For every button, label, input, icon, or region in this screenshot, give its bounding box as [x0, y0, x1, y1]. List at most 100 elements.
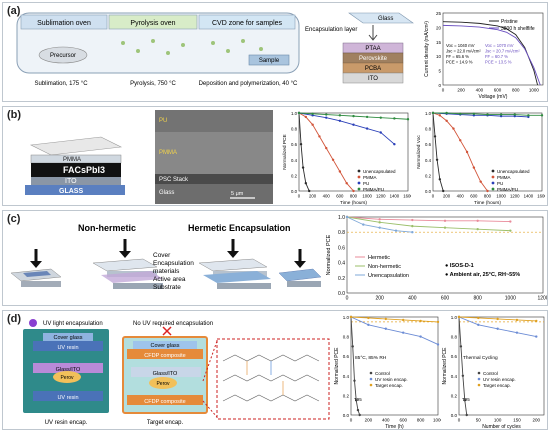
y-tick-label: 1.0 [343, 315, 350, 320]
x-tick-label: 800 [484, 194, 492, 199]
x-tick-label: 0 [298, 194, 301, 199]
data-point [301, 166, 305, 169]
legend-entry: Unencapsulation [368, 273, 409, 279]
molecular-structure-icon [222, 354, 320, 402]
series-line [442, 21, 538, 86]
stat-text: PCE = 13.5 % [485, 60, 512, 65]
data-point [515, 318, 519, 322]
series-line [432, 112, 529, 118]
data-point [384, 327, 387, 330]
data-point [311, 123, 314, 126]
y-tick-label: 0 [438, 83, 441, 88]
x-tick-label: 200 [309, 194, 317, 199]
data-point [352, 123, 355, 126]
caption-1: Sublimation, 175 °C [34, 81, 88, 87]
x-tick-label: 0 [458, 418, 461, 423]
data-point [356, 408, 360, 412]
stack-layer: PMMA [63, 157, 81, 163]
legend-entry: Unencapsulated [363, 169, 396, 174]
note-text: ● ISOS-D-1 [445, 263, 474, 269]
encapsulation-schematic: Non-hermetic Hermetic Encapsulation Cove… [10, 223, 322, 291]
legend-marker [477, 383, 481, 387]
data-point [378, 218, 381, 221]
glass-label: Glass [378, 16, 393, 22]
sample-icon [248, 54, 290, 66]
x-tick-label: 200 [365, 418, 373, 423]
x-tick-label: 0 [350, 418, 353, 423]
panel-b: (b) PMMA FACsPbI3 ITO GLASS PU PMMA PSC … [2, 106, 548, 206]
data-point [445, 119, 448, 122]
legend-entry: PMMA [497, 175, 511, 180]
panel-a-figure: Sublimation oven Pyrolysis oven CVD zone… [16, 12, 414, 87]
legend-entry: Control [483, 371, 498, 376]
uv-title: UV light encapsulation [43, 321, 103, 327]
y-tick-label: 25 [436, 11, 442, 16]
x-tick-label: 1000 [433, 418, 441, 423]
y-tick-label: 0.8 [343, 335, 350, 340]
x-tick-label: 1000 [362, 194, 372, 199]
data-point [394, 229, 398, 232]
data-point [438, 114, 442, 117]
x-tick-label: 1000 [529, 88, 540, 93]
data-point [419, 319, 422, 323]
y-tick-label: 0.0 [425, 189, 432, 194]
data-point [393, 143, 396, 146]
data-point [431, 111, 435, 115]
legend-entry: PMMA/PU [363, 187, 384, 192]
x-tick-label: 200 [457, 88, 465, 93]
x-tick-label: 1000 [505, 296, 516, 302]
y-tick-label: 0.2 [451, 393, 458, 398]
data-point [349, 315, 353, 319]
stack-layer: PCBA [365, 66, 381, 72]
stat-text: Jsc = 20.7 mA/cm² [485, 49, 520, 54]
stat-text: PCE = 14.9 % [446, 60, 473, 65]
molecule-dots [121, 39, 263, 55]
series-line [298, 112, 395, 145]
x-tick-label: 1400 [524, 194, 534, 199]
data-point [402, 331, 405, 334]
legend-entry: PMMA [363, 175, 377, 180]
y-axis-label: Normalized PCE [326, 234, 332, 275]
close-icon [162, 326, 172, 336]
y-tick-label: 0.6 [338, 245, 345, 251]
data-point [352, 189, 355, 193]
x-tick-label: 200 [533, 418, 541, 423]
x-tick-label: 400 [382, 418, 390, 423]
data-point [459, 112, 462, 115]
y-tick-label: 5 [438, 69, 441, 74]
legend-entry: UV resin encap. [483, 377, 516, 382]
layer-label: UV resin [57, 345, 78, 351]
x-tick-label: 200 [375, 296, 384, 302]
data-point [535, 319, 538, 323]
layer-label: UV resin [57, 395, 78, 401]
x-tick-label: 800 [350, 194, 358, 199]
data-point [402, 318, 405, 322]
data-point [338, 114, 342, 117]
data-point [463, 399, 466, 402]
plot-frame [298, 112, 409, 192]
legend-marker [357, 169, 361, 173]
data-point [353, 379, 356, 382]
data-point [436, 320, 440, 324]
data-point [308, 189, 311, 193]
panel-a: (a) Sublimation oven Pyrolysis oven CVD … [2, 2, 548, 102]
data-point [486, 113, 489, 116]
jv-chart: 0 200 400 600 800 1000 0 5 10 15 20 25 Voltage (mV) C… [424, 11, 544, 99]
x-tick-label: 200 [443, 194, 451, 199]
x-tick-label: 150 [513, 418, 521, 423]
x-axis-label: Time (hours) [340, 200, 367, 205]
data-point [438, 178, 442, 181]
legend-marker [491, 169, 495, 173]
data-point [358, 413, 361, 417]
x-tick-label: 400 [457, 194, 465, 199]
perov-label: Perov [60, 375, 74, 381]
y-tick-label: 0.4 [343, 374, 350, 379]
legend-marker [369, 371, 373, 375]
data-point [452, 127, 455, 130]
data-point [411, 231, 414, 234]
data-point [367, 316, 370, 320]
data-point [297, 111, 301, 115]
data-point [393, 117, 396, 120]
